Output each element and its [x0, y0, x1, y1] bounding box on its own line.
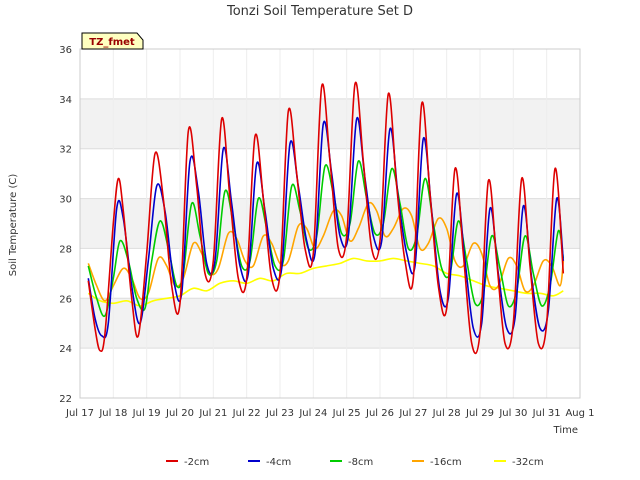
legend-label: -4cm: [266, 457, 291, 468]
y-tick-label: 36: [59, 45, 72, 56]
plot-band: [80, 49, 580, 99]
x-tick-label: Jul 30: [498, 408, 527, 419]
x-tick-label: Jul 20: [165, 408, 194, 419]
x-tick-label: Jul 19: [132, 408, 161, 419]
series-line-2cmcm: [87, 81, 565, 355]
x-tick-label: Jul 21: [198, 408, 227, 419]
y-axis-title: Soil Temperature (C): [8, 174, 19, 277]
y-tick-label: 22: [59, 394, 72, 405]
legend-label: -32cm: [512, 457, 544, 468]
x-axis-title: Time: [553, 425, 578, 436]
plot-band: [80, 348, 580, 398]
y-tick-label: 34: [59, 95, 72, 106]
x-tick-label: Jul 18: [98, 408, 127, 419]
x-tick-label: Aug 1: [565, 408, 594, 419]
x-tick-label: Jul 29: [465, 408, 494, 419]
x-tick-label: Jul 17: [65, 408, 94, 419]
legend-label: -8cm: [348, 457, 373, 468]
plot-band: [80, 298, 580, 349]
y-tick-label: 28: [59, 244, 72, 255]
x-tick-label: Jul 28: [432, 408, 461, 419]
x-tick-label: Jul 31: [532, 408, 561, 419]
y-tick-label: 24: [59, 344, 72, 355]
x-tick-label: Jul 27: [398, 408, 427, 419]
legend-label: -16cm: [430, 457, 462, 468]
x-tick-label: Jul 24: [298, 408, 327, 419]
x-tick-label: Jul 26: [365, 408, 394, 419]
series-line-32cmcm: [87, 257, 564, 307]
plot-band: [80, 98, 580, 149]
x-tick-label: Jul 22: [232, 408, 261, 419]
legend: -2cm -4cm -8cm -16cm -32cm: [166, 457, 544, 468]
y-tick-label: 32: [59, 145, 72, 156]
plot-frame: [79, 48, 581, 399]
x-tick-label: Jul 25: [332, 408, 361, 419]
plot-band: [80, 198, 580, 249]
chart-title: Tonzi Soil Temperature Set D: [226, 4, 413, 19]
x-axis-ticks: Jul 17 Jul 18 Jul 19 Jul 20 Jul 21 Jul 22 Jul …: [65, 408, 595, 419]
series-line-16cmcm: [87, 201, 565, 302]
annotation-label: TZ_fmet: [89, 37, 135, 48]
y-axis-ticks: 22 24 26 28 30 32 34 36: [59, 45, 72, 405]
series-line-4cmcm: [87, 116, 565, 339]
y-tick-label: 30: [59, 195, 72, 206]
annotation-box: TZ_fmet: [81, 32, 144, 50]
legend-label: -2cm: [184, 457, 209, 468]
x-tick-label: Jul 23: [265, 408, 294, 419]
y-tick-label: 26: [59, 294, 72, 305]
annotation-shape: [81, 32, 144, 50]
series-group: [87, 81, 565, 355]
